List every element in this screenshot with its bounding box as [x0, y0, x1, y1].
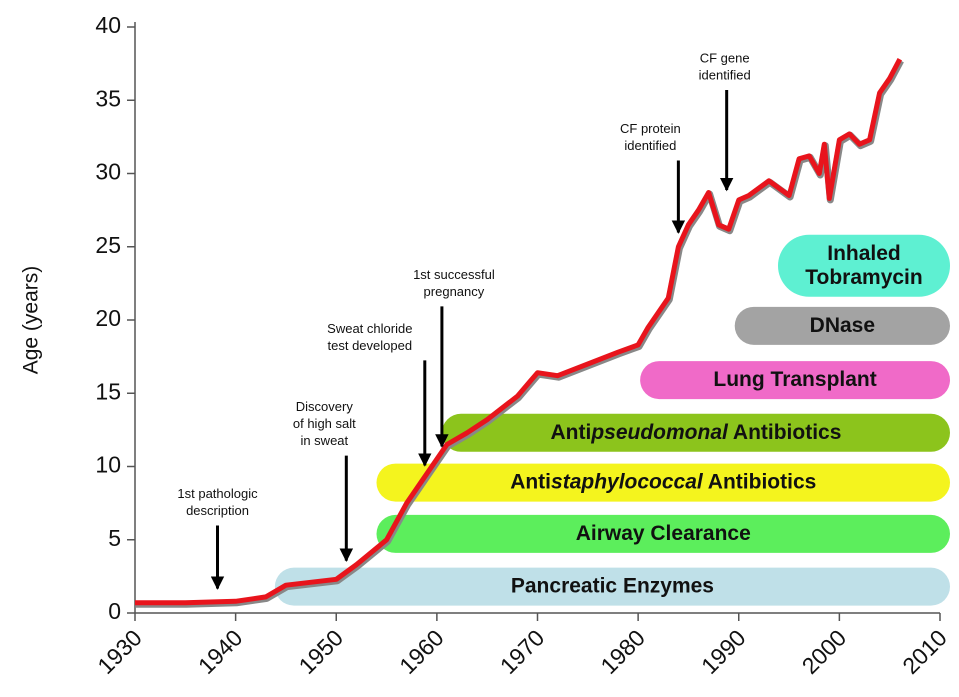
- annotation-text: identified: [699, 67, 751, 82]
- y-tick-label: 30: [95, 159, 121, 185]
- line: [135, 58, 903, 606]
- treatment-band: [640, 361, 950, 400]
- treatment-band: [376, 514, 950, 553]
- x-tick-label: 1930: [92, 624, 147, 679]
- annotation-text: CF protein: [620, 121, 681, 136]
- band-label-part: Anti: [510, 470, 551, 493]
- annotation-text: Sweat chloride: [327, 321, 412, 336]
- x-tick-label: 2000: [797, 624, 852, 679]
- band-label-part: DNase: [810, 313, 875, 336]
- treatment-band: [376, 463, 950, 502]
- x-tick-label: 1970: [495, 624, 550, 679]
- annotation-text: identified: [624, 138, 676, 153]
- band-label-part: Tobramycin: [805, 265, 922, 288]
- y-tick-label: 40: [95, 12, 121, 38]
- band-label: Antipseudomonal Antibiotics: [551, 420, 842, 443]
- treatment-band: [441, 413, 950, 452]
- x-tick-label: 1960: [394, 624, 449, 679]
- y-tick-label: 20: [95, 305, 121, 331]
- annotation-text: of high salt: [293, 416, 356, 431]
- band-label: DNase: [810, 313, 875, 336]
- y-tick-label: 15: [95, 378, 121, 404]
- band-label: Lung Transplant: [713, 368, 876, 391]
- annotation-text: in sweat: [300, 433, 348, 448]
- annotation-text: 1st pathologic: [177, 486, 258, 501]
- annotation-text: description: [186, 503, 249, 518]
- band-label: Airway Clearance: [576, 521, 751, 544]
- y-axis-label: Age (years): [20, 266, 43, 375]
- band-label-part: Anti: [551, 420, 592, 443]
- treatment-band: [274, 567, 950, 606]
- annotation-text: 1st successful: [413, 267, 495, 282]
- annotation-text: CF gene: [700, 50, 750, 65]
- band-label-part: Lung Transplant: [713, 368, 876, 391]
- band-label: Tobramycin: [805, 265, 922, 288]
- band-label-part: Antibiotics: [703, 470, 817, 493]
- y-tick-label: 5: [108, 525, 121, 551]
- y-tick-label: 25: [95, 232, 121, 258]
- treatment-band: [734, 306, 950, 345]
- y-tick-label: 10: [95, 452, 121, 478]
- band-label-part: Pancreatic Enzymes: [511, 574, 714, 597]
- band-label: Antistaphylococcal Antibiotics: [510, 470, 816, 493]
- annotation-text: pregnancy: [424, 284, 485, 299]
- band-label-part: Antibiotics: [728, 420, 842, 443]
- x-tick-label: 2010: [897, 624, 952, 679]
- y-tick-label: 0: [108, 598, 121, 624]
- x-tick-label: 1980: [595, 624, 650, 679]
- band-label: Inhaled: [827, 241, 901, 264]
- x-tick-label: 1940: [193, 624, 248, 679]
- band-label-part: pseudomonal: [590, 420, 729, 443]
- annotation-text: test developed: [328, 338, 413, 353]
- band-label-part: Inhaled: [827, 241, 901, 264]
- treatment-band: [777, 234, 950, 297]
- band-label-part: Airway Clearance: [576, 521, 751, 544]
- x-tick-label: 1990: [696, 624, 751, 679]
- y-tick-label: 35: [95, 85, 121, 111]
- x-tick-label: 1950: [294, 624, 349, 679]
- annotation-text: Discovery: [296, 399, 354, 414]
- band-label-part: staphylococcal: [551, 470, 704, 493]
- band-label: Pancreatic Enzymes: [511, 574, 714, 597]
